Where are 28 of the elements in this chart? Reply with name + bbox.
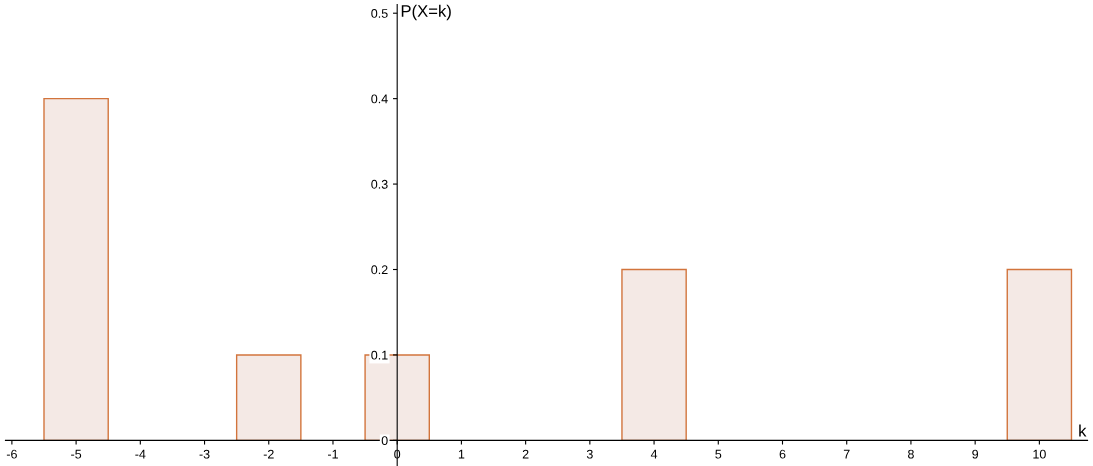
x-tick-label: 8 [908,449,914,459]
bar [235,354,302,442]
y-tick-label: 0.5 [371,9,388,18]
y-tick-label: 0.2 [371,265,388,275]
x-tick-label: 9 [972,449,979,459]
y-tick-label: 0 [381,436,388,446]
x-tick-label: -5 [71,449,82,459]
x-tick-label: 7 [843,449,850,459]
y-tick-label: 0.3 [371,179,388,189]
x-tick-label: 6 [779,449,786,459]
x-tick-label: 10 [1033,449,1046,459]
x-tick-label: 3 [586,449,593,459]
y-tick-label: 0.4 [371,94,388,104]
x-tick-label: -3 [199,449,210,459]
x-tick-label: -2 [263,449,274,459]
bar [43,97,109,442]
bar [1006,268,1073,442]
x-tick-label: 4 [650,449,658,459]
x-tick-label: 5 [715,449,722,459]
x-tick-label: 1 [458,449,465,459]
y-axis-title: P(X=k) [401,4,451,21]
x-tick-label: 2 [522,449,529,459]
x-tick-label: -4 [135,449,146,459]
x-tick-label: -6 [6,449,17,459]
bar [621,268,687,442]
x-axis-title: k [1079,424,1087,437]
x-tick-label: -1 [327,449,338,459]
y-tick-label: 0.1 [371,350,388,360]
